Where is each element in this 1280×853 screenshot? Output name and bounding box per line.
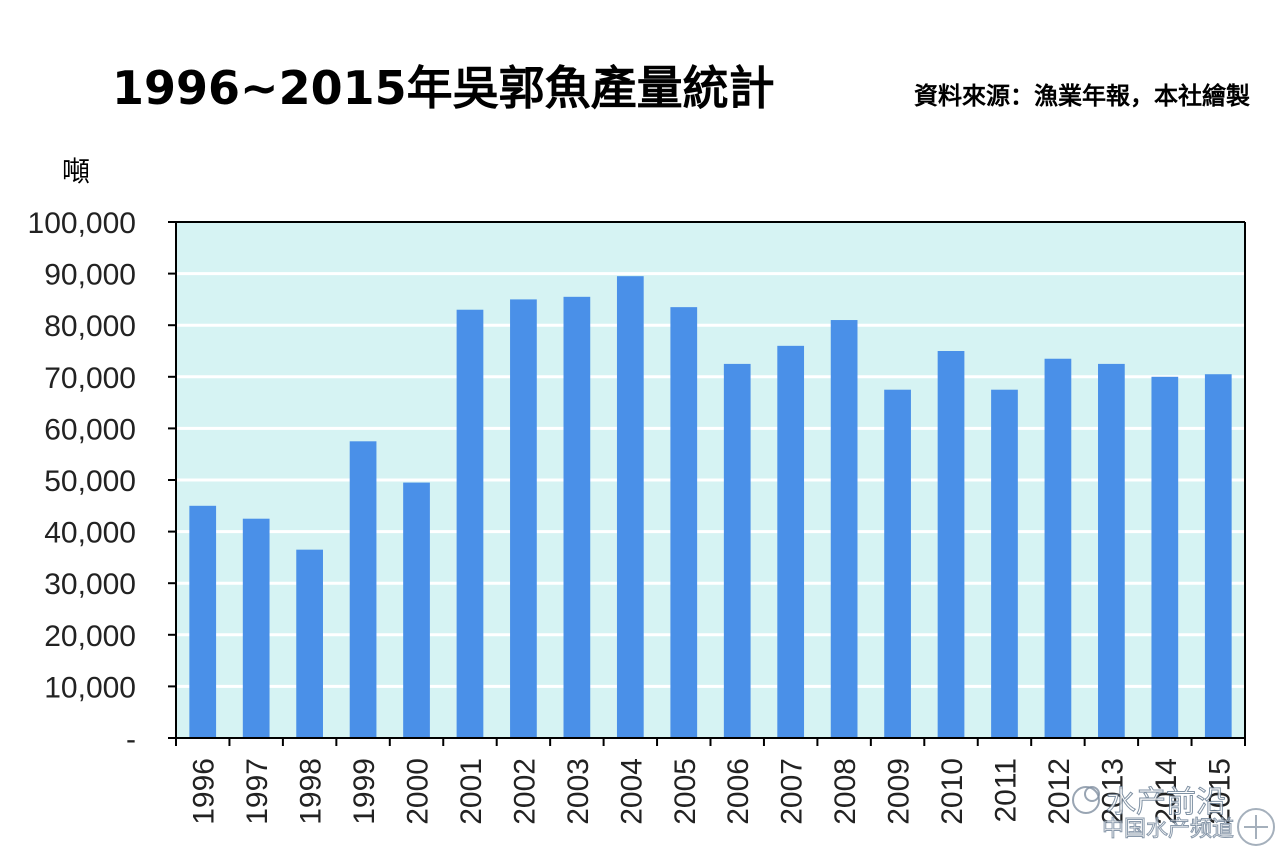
y-axis-unit-label: 噸 xyxy=(62,155,90,188)
y-tick-label: 50,000 xyxy=(44,465,136,498)
bar-2011 xyxy=(991,389,1018,738)
chart-source-note: 資料來源：漁業年報，本社繪製 xyxy=(914,82,1250,110)
watermark-line1: 水产前沿 xyxy=(1106,785,1226,820)
x-tick-label-1999: 1999 xyxy=(348,758,381,825)
bar-2008 xyxy=(830,320,858,738)
x-tick-label-2007: 2007 xyxy=(776,758,809,825)
x-tick-label-2010: 2010 xyxy=(936,758,969,825)
watermark: 水产前沿 中国水产频道 xyxy=(1072,785,1275,846)
y-tick-label: 60,000 xyxy=(44,413,136,446)
chart-title: 1996~2015年吳郭魚產量統計 xyxy=(112,61,775,115)
bar-2015 xyxy=(1204,374,1232,738)
x-tick-label-2003: 2003 xyxy=(562,758,595,825)
bar-2005 xyxy=(670,307,698,738)
bar-2001 xyxy=(456,309,484,738)
x-tick-label-2006: 2006 xyxy=(722,758,755,825)
y-tick-label: 70,000 xyxy=(44,362,136,395)
bar-2010 xyxy=(937,351,965,738)
bar-1998 xyxy=(296,549,323,738)
watermark-line2: 中国水产频道 xyxy=(1102,817,1234,842)
x-tick-label-2001: 2001 xyxy=(455,758,488,825)
bars xyxy=(189,276,1232,738)
x-tick-label-2011: 2011 xyxy=(989,758,1022,823)
x-tick-label-2012: 2012 xyxy=(1043,758,1076,825)
y-tick-label: 80,000 xyxy=(44,310,136,343)
x-tick-label-2013: 2013 xyxy=(1096,758,1129,825)
bar-2006 xyxy=(723,363,751,738)
bar-2002 xyxy=(510,299,537,738)
watermark-logo-icon xyxy=(1072,786,1100,814)
x-tick-label-2009: 2009 xyxy=(883,758,916,825)
bar-2004 xyxy=(616,276,644,738)
x-axis-ticks: 1996 1997 1998 1999 2000 2001 2002 2003 2004 2005… xyxy=(175,738,1246,825)
bar-2014 xyxy=(1151,376,1179,738)
x-tick-label-1998: 1998 xyxy=(295,758,328,825)
bar-1999 xyxy=(349,441,377,738)
y-tick-label: 90,000 xyxy=(44,259,136,292)
y-axis-ticks: - 10,000 20,000 30,000 40,000 50,000 60,000 70,… xyxy=(28,207,176,756)
watermark-emblem-icon xyxy=(1237,808,1275,846)
y-tick-label: 10,000 xyxy=(44,671,136,704)
y-tick-label: 40,000 xyxy=(44,517,136,550)
x-tick-label-2005: 2005 xyxy=(669,758,702,825)
x-tick-label-1996: 1996 xyxy=(188,758,221,825)
bar-1997 xyxy=(242,518,270,738)
y-tick-label: 100,000 xyxy=(28,207,136,240)
y-tick-label: 20,000 xyxy=(44,620,136,653)
bar-1996 xyxy=(189,505,217,738)
x-tick-label-2014: 2014 xyxy=(1150,758,1183,825)
bar-2000 xyxy=(403,482,430,738)
bar-2007 xyxy=(777,345,805,738)
bar-2009 xyxy=(884,389,911,738)
x-tick-label-2015: 2015 xyxy=(1203,758,1236,825)
x-tick-label-2004: 2004 xyxy=(615,758,648,825)
x-tick-label-1997: 1997 xyxy=(241,758,274,825)
bar-2012 xyxy=(1044,358,1072,738)
bar-2013 xyxy=(1098,363,1125,738)
y-tick-label: - xyxy=(126,723,136,756)
y-tick-label: 30,000 xyxy=(44,568,136,601)
x-tick-label-2008: 2008 xyxy=(829,758,862,825)
x-tick-label-2002: 2002 xyxy=(508,758,541,825)
x-tick-label-2000: 2000 xyxy=(402,758,435,825)
bar-2003 xyxy=(563,296,591,738)
